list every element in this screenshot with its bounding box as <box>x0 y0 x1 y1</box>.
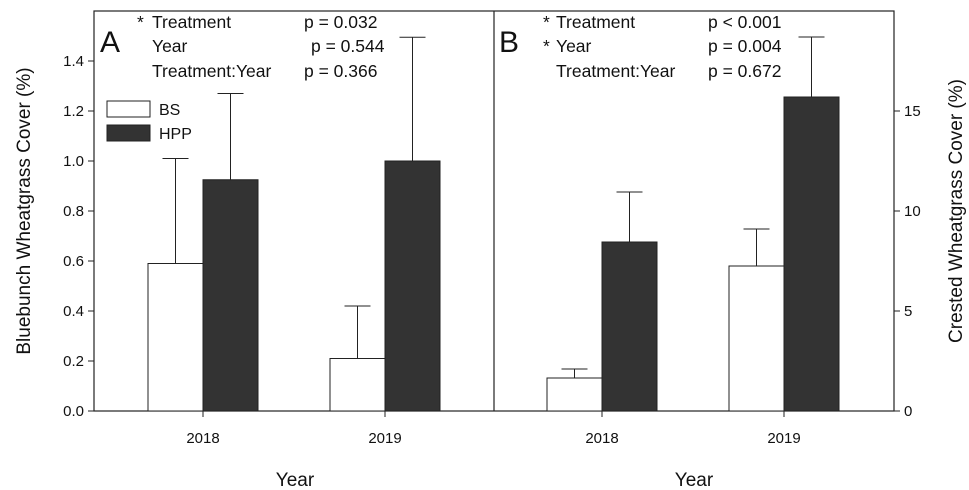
panel-b-stat-2-star: * <box>543 36 550 56</box>
chart-marks: 0.0 0.2 0.4 0.6 0.8 1.0 1.2 1.4 2018 2019 0 5 10 15 20… <box>63 10 921 447</box>
panel-a-letter: A <box>100 26 120 59</box>
x-axis-title-b: Year <box>675 470 714 490</box>
panel-a-stats: * Treatment p = 0.032 Year p = 0.544 Tre… <box>137 12 385 81</box>
panel-b-stat-2-p: p = 0.004 <box>708 36 782 56</box>
panel-a-stat-1-term: Treatment <box>152 12 231 32</box>
y-tick-label-a-7: 1.4 <box>63 53 84 70</box>
panel-a-stat-3-term: Treatment:Year <box>152 61 271 81</box>
panel-b-stat-1-star: * <box>543 12 550 32</box>
panel-b-stat-3-term: Treatment:Year <box>556 61 675 81</box>
y-tick-label-a-5: 1.0 <box>63 153 84 170</box>
y-tick-label-b-2: 10 <box>904 203 921 220</box>
bar-a-hpp-2018 <box>202 179 259 412</box>
panel-b-stats: * Treatment p < 0.001 * Year p = 0.004 T… <box>543 12 782 81</box>
legend: BS HPP <box>106 100 192 143</box>
y-tick-label-b-0: 0 <box>904 403 912 420</box>
y-tick-label-a-0: 0.0 <box>63 403 84 420</box>
x-tick-label-b-0: 2018 <box>585 430 618 447</box>
bar-a-bs-2018 <box>147 263 204 412</box>
panel-b-letter: B <box>499 26 519 59</box>
legend-swatch-bs <box>106 100 151 118</box>
y-tick-label-a-1: 0.2 <box>63 353 84 370</box>
bar-a-bs-2019 <box>329 358 386 412</box>
y-axis-title-right: Crested Wheatgrass Cover (%) <box>946 79 967 343</box>
bar-b-bs-2019 <box>728 265 785 412</box>
y-tick-label-a-2: 0.4 <box>63 303 84 320</box>
panel-a-stat-1-p: p = 0.032 <box>304 12 377 32</box>
bar-b-hpp-2019 <box>783 96 840 412</box>
y-tick-label-a-4: 0.8 <box>63 203 84 220</box>
panel-a-stat-3-p: p = 0.366 <box>304 61 377 81</box>
y-tick-label-a-3: 0.6 <box>63 253 84 270</box>
y-tick-label-b-3: 15 <box>904 103 921 120</box>
legend-label-hpp: HPP <box>159 126 192 143</box>
panel-a-stat-2-term: Year <box>152 36 188 56</box>
y-axis-title-left: Bluebunch Wheatgrass Cover (%) <box>14 67 35 354</box>
x-tick-label-a-0: 2018 <box>186 430 219 447</box>
panel-a-stat-1-star: * <box>137 12 144 32</box>
panel-b-stat-1-term: Treatment <box>556 12 635 32</box>
legend-swatch-hpp <box>106 124 151 142</box>
x-axis-title-a: Year <box>276 470 315 490</box>
panel-b-stat-1-p: p < 0.001 <box>708 12 781 32</box>
panel-b-stat-3-p: p = 0.672 <box>708 61 781 81</box>
bar-b-bs-2018 <box>546 377 603 412</box>
y-tick-label-b-1: 5 <box>904 303 912 320</box>
y-tick-label-a-6: 1.2 <box>63 103 84 120</box>
panel-a-stat-2-p: p = 0.544 <box>311 36 385 56</box>
legend-label-bs: BS <box>159 102 180 119</box>
x-tick-label-b-1: 2019 <box>767 430 800 447</box>
bar-a-hpp-2019 <box>384 160 441 412</box>
panel-b-stat-2-term: Year <box>556 36 592 56</box>
x-tick-label-a-1: 2019 <box>368 430 401 447</box>
bar-b-hpp-2018 <box>601 241 658 412</box>
